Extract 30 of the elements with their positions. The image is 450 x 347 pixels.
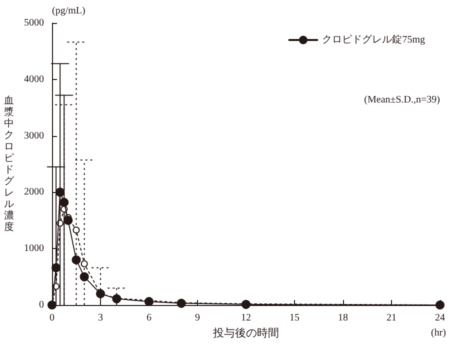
y-tick-label: 5000 [24,18,44,28]
point [60,198,69,207]
point [80,260,88,268]
y-tick-label: 4000 [24,74,44,85]
x-tick-label: 18 [338,312,348,324]
text: 血漿中クロピドグレル濃度 [4,95,14,233]
point [144,297,154,306]
x-axis-title: 投与後の時間 [212,326,279,340]
x-tick-label: 6 [146,312,152,324]
text: (pg/mL) [52,6,86,16]
x-tick-label: 3 [98,312,103,324]
point [64,216,73,225]
x-tick-label: 15 [290,312,300,324]
point [52,263,61,272]
annotation: (Mean±S.D.,n=39) [364,94,440,106]
y-tick-label: 1000 [24,243,44,254]
point [72,226,80,234]
x-tick-label: 24 [435,312,445,324]
legend-label: クロピドグレル錠75mg [322,34,426,46]
x-tick-label: 9 [195,312,200,324]
text: (hr) [431,328,446,338]
point [80,272,89,282]
point [72,255,81,264]
point [56,188,65,197]
y-tick-label: 2000 [24,186,44,198]
x-tick-label: 21 [386,312,396,324]
x-tick-label: 12 [241,312,251,324]
y-tick-label: 0 [39,300,44,310]
x-tick-label: 0 [50,312,54,324]
y-tick-label: 3000 [24,130,44,142]
